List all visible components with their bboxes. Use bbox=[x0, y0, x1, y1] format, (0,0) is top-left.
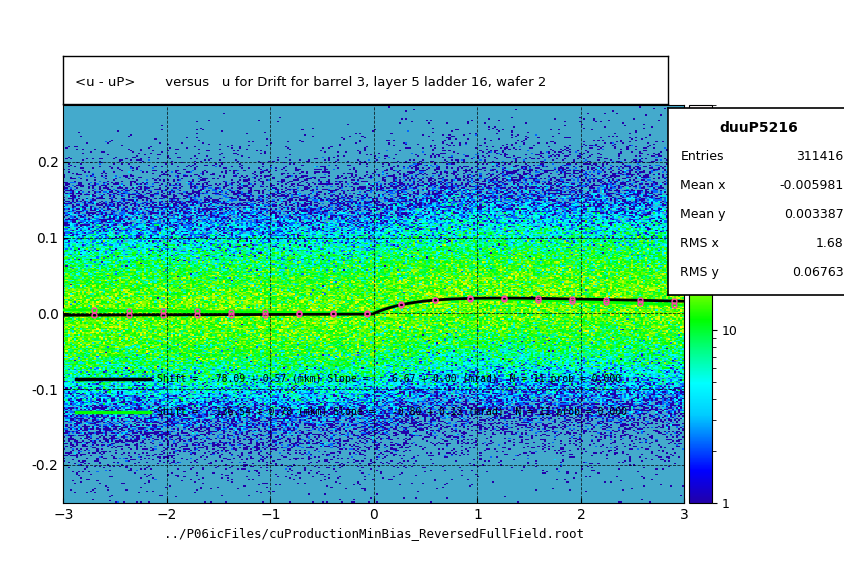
Text: Shift =   136.54 + 0.78 (mkm) Slope =   -0.80 + 0.13 (mrad)  N = 11 prob = 0.000: Shift = 136.54 + 0.78 (mkm) Slope = -0.8… bbox=[156, 407, 625, 417]
Text: RMS y: RMS y bbox=[679, 266, 718, 279]
Text: 0.06763: 0.06763 bbox=[791, 266, 843, 279]
Text: 0.003387: 0.003387 bbox=[783, 208, 843, 221]
Text: <u - uP>       versus   u for Drift for barrel 3, layer 5 ladder 16, wafer 2: <u - uP> versus u for Drift for barrel 3… bbox=[75, 76, 546, 89]
Text: -0.005981: -0.005981 bbox=[779, 179, 843, 192]
Text: Shift =  -78.09 + 0.57 (mkm) Slope =    6.67 + 0.00 (mrad)  N = 11 prob = 0.000: Shift = -78.09 + 0.57 (mkm) Slope = 6.67… bbox=[156, 374, 620, 384]
Text: duuP5216: duuP5216 bbox=[718, 121, 797, 135]
Text: RMS x: RMS x bbox=[679, 237, 718, 250]
Text: 311416: 311416 bbox=[796, 150, 843, 163]
Text: Entries: Entries bbox=[679, 150, 723, 163]
Text: Mean x: Mean x bbox=[679, 179, 725, 192]
X-axis label: ../P06icFiles/cuProductionMinBias_ReversedFullField.root: ../P06icFiles/cuProductionMinBias_Revers… bbox=[164, 527, 583, 540]
Text: 1.68: 1.68 bbox=[815, 237, 843, 250]
Text: Mean y: Mean y bbox=[679, 208, 725, 221]
